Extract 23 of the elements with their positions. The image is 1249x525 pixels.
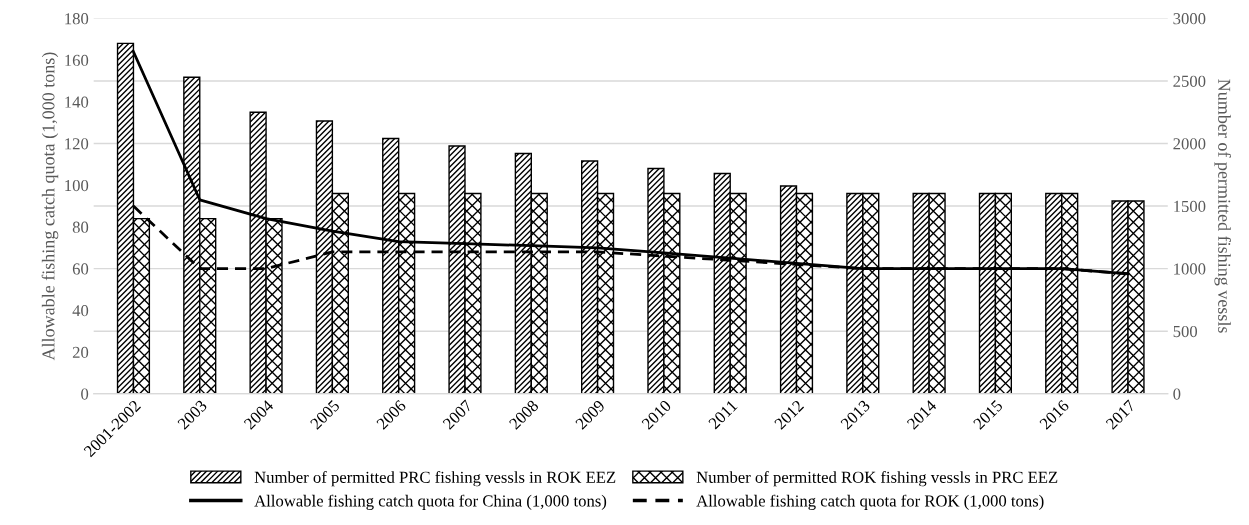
- y-tick-label: 100: [65, 179, 89, 192]
- y-tick-label: 160: [65, 54, 89, 67]
- y2-tick-label: 500: [1173, 325, 1198, 338]
- legend-label: Number of permitted ROK fishing vessls in PRC EEZ: [696, 471, 1058, 487]
- y2-tick-label: 1000: [1174, 263, 1206, 275]
- y2-tick-label: 1500: [1174, 200, 1206, 213]
- legend-label: Allowable fishing catch quota for China (1,000 tons): [254, 494, 607, 510]
- legend-label: Number of permitted PRC fishing vessls in ROK EEZ: [254, 471, 616, 487]
- y-tick-label: 60: [72, 263, 89, 275]
- legend-label: Allowable fishing catch quota for ROK (1,000 tons): [696, 494, 1044, 510]
- y-tick-label: 20: [72, 346, 89, 358]
- y-tick-label: 180: [65, 13, 89, 25]
- y-axis-title: Allowable fishing catch quota (1,000 tons): [41, 52, 59, 361]
- y-tick-label: 0: [81, 388, 89, 400]
- y-tick-label: 120: [65, 138, 89, 150]
- y-tick-label: 40: [72, 305, 89, 317]
- y2-tick-label: 3000: [1173, 13, 1206, 25]
- y2-tick-label: 2500: [1173, 75, 1206, 87]
- y-tick-label: 80: [72, 221, 89, 233]
- y2-axis-title: Number of permitted fishing vessls: [1214, 79, 1232, 333]
- y2-tick-label: 2000: [1173, 138, 1206, 150]
- y2-tick-label: 0: [1173, 388, 1181, 400]
- y-tick-label: 140: [65, 96, 89, 108]
